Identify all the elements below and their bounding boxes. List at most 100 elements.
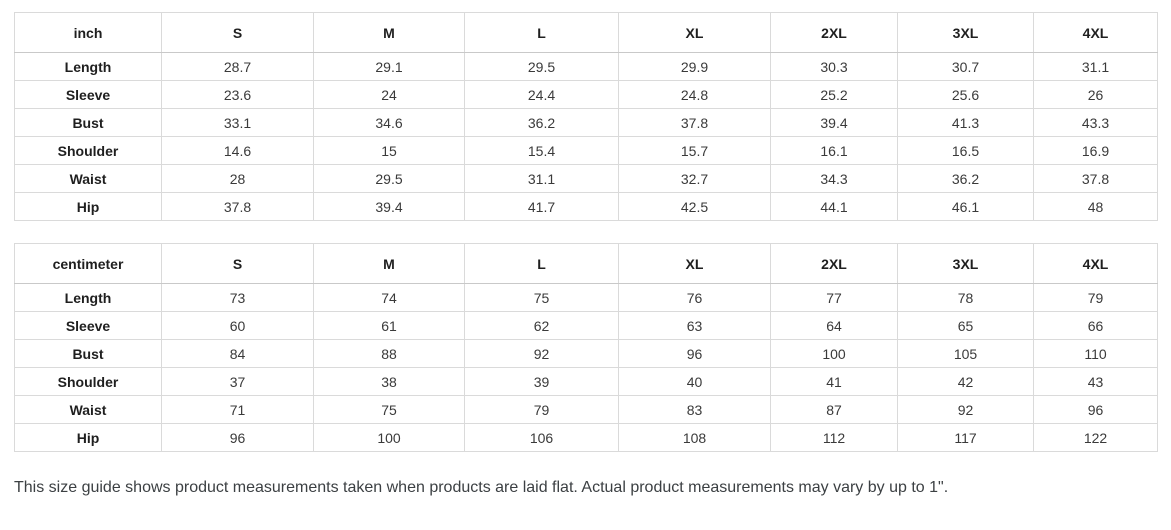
measurement-value: 41.7 — [464, 192, 619, 221]
measurement-value: 15.7 — [618, 136, 771, 165]
measurement-row: Sleeve 23.6 24 24.4 24.8 25.2 25.6 26 — [14, 80, 1158, 109]
measurement-value: 112 — [770, 423, 898, 452]
size-header-cell: 3XL — [897, 243, 1034, 284]
size-guide-note: This size guide shows product measuremen… — [14, 479, 949, 496]
size-header-cell: 3XL — [897, 12, 1034, 53]
measurement-value: 63 — [618, 311, 771, 340]
measurement-value: 16.5 — [897, 136, 1034, 165]
measurement-value: 76 — [618, 283, 771, 312]
measurement-value: 39.4 — [770, 108, 898, 137]
measurement-value: 88 — [313, 339, 465, 368]
measurement-value: 44.1 — [770, 192, 898, 221]
measurement-value: 96 — [161, 423, 314, 452]
measurement-value: 14.6 — [161, 136, 314, 165]
measurement-row: Shoulder 14.6 15 15.4 15.7 16.1 16.5 16.9 — [14, 136, 1158, 165]
measurement-label: Length — [14, 52, 162, 81]
measurement-row: Waist 28 29.5 31.1 32.7 34.3 36.2 37.8 — [14, 164, 1158, 193]
measurement-value: 122 — [1033, 423, 1158, 452]
measurement-value: 73 — [161, 283, 314, 312]
size-header-cell: 2XL — [770, 12, 898, 53]
measurement-value: 24.4 — [464, 80, 619, 109]
measurement-value: 75 — [464, 283, 619, 312]
measurement-row: Hip 37.8 39.4 41.7 42.5 44.1 46.1 48 — [14, 192, 1158, 221]
measurement-value: 87 — [770, 395, 898, 424]
measurement-row: Shoulder 37 38 39 40 41 42 43 — [14, 367, 1158, 396]
measurement-value: 64 — [770, 311, 898, 340]
measurement-label: Sleeve — [14, 311, 162, 340]
measurement-value: 24.8 — [618, 80, 771, 109]
size-header-row: centimeter S M L XL 2XL 3XL 4XL — [14, 243, 1158, 284]
measurement-label: Hip — [14, 192, 162, 221]
measurement-row: Bust 33.1 34.6 36.2 37.8 39.4 41.3 43.3 — [14, 108, 1158, 137]
measurement-value: 92 — [897, 395, 1034, 424]
measurement-value: 29.9 — [618, 52, 771, 81]
measurement-value: 42 — [897, 367, 1034, 396]
measurement-value: 31.1 — [464, 164, 619, 193]
measurement-value: 96 — [618, 339, 771, 368]
measurement-value: 15.4 — [464, 136, 619, 165]
measurement-value: 36.2 — [464, 108, 619, 137]
measurement-value: 15 — [313, 136, 465, 165]
measurement-value: 79 — [1033, 283, 1158, 312]
measurement-value: 78 — [897, 283, 1034, 312]
size-header-cell: L — [464, 243, 619, 284]
measurement-label: Waist — [14, 395, 162, 424]
measurement-value: 79 — [464, 395, 619, 424]
size-table-centimeter: centimeter S M L XL 2XL 3XL 4XL Length 73 74 75 76 77… — [14, 243, 1158, 452]
measurement-row: Waist 71 75 79 83 87 92 96 — [14, 395, 1158, 424]
measurement-label: Hip — [14, 423, 162, 452]
measurement-value: 29.1 — [313, 52, 465, 81]
measurement-value: 66 — [1033, 311, 1158, 340]
measurement-value: 29.5 — [464, 52, 619, 81]
size-header-cell: S — [161, 243, 314, 284]
measurement-value: 31.1 — [1033, 52, 1158, 81]
measurement-value: 65 — [897, 311, 1034, 340]
size-header-cell: XL — [618, 243, 771, 284]
size-table-inch: inch S M L XL 2XL 3XL 4XL Length 28.7 29.1 29.5 29.9… — [14, 12, 1158, 221]
measurement-value: 108 — [618, 423, 771, 452]
measurement-value: 110 — [1033, 339, 1158, 368]
measurement-value: 34.3 — [770, 164, 898, 193]
measurement-value: 37.8 — [1033, 164, 1158, 193]
measurement-value: 36.2 — [897, 164, 1034, 193]
measurement-label: Shoulder — [14, 136, 162, 165]
measurement-value: 61 — [313, 311, 465, 340]
measurement-value: 30.7 — [897, 52, 1034, 81]
measurement-label: Shoulder — [14, 367, 162, 396]
measurement-value: 62 — [464, 311, 619, 340]
measurement-value: 23.6 — [161, 80, 314, 109]
measurement-value: 40 — [618, 367, 771, 396]
measurement-value: 32.7 — [618, 164, 771, 193]
measurement-value: 117 — [897, 423, 1034, 452]
measurement-value: 71 — [161, 395, 314, 424]
measurement-value: 29.5 — [313, 164, 465, 193]
size-header-cell: 4XL — [1033, 243, 1158, 284]
measurement-value: 28 — [161, 164, 314, 193]
measurement-value: 74 — [313, 283, 465, 312]
measurement-value: 43.3 — [1033, 108, 1158, 137]
measurement-value: 34.6 — [313, 108, 465, 137]
measurement-label: Bust — [14, 339, 162, 368]
measurement-value: 28.7 — [161, 52, 314, 81]
measurement-value: 100 — [770, 339, 898, 368]
measurement-label: Bust — [14, 108, 162, 137]
measurement-value: 37 — [161, 367, 314, 396]
measurement-value: 42.5 — [618, 192, 771, 221]
size-header-cell: 2XL — [770, 243, 898, 284]
measurement-value: 77 — [770, 283, 898, 312]
measurement-value: 105 — [897, 339, 1034, 368]
size-header-cell: M — [313, 12, 465, 53]
measurement-value: 100 — [313, 423, 465, 452]
size-header-cell: 4XL — [1033, 12, 1158, 53]
measurement-value: 75 — [313, 395, 465, 424]
measurement-value: 46.1 — [897, 192, 1034, 221]
measurement-value: 41 — [770, 367, 898, 396]
measurement-value: 16.1 — [770, 136, 898, 165]
size-header-cell: S — [161, 12, 314, 53]
size-header-cell: L — [464, 12, 619, 53]
measurement-value: 60 — [161, 311, 314, 340]
measurement-label: Length — [14, 283, 162, 312]
measurement-value: 48 — [1033, 192, 1158, 221]
measurement-value: 43 — [1033, 367, 1158, 396]
